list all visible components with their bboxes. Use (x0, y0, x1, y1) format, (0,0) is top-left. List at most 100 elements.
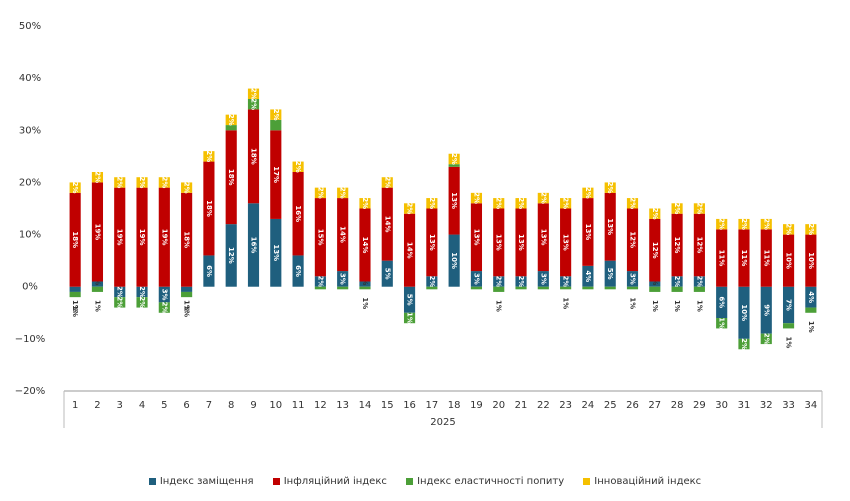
bar-segment (403, 286, 416, 313)
bar-segment (359, 281, 371, 287)
bar-segment (158, 302, 170, 313)
bar-segment (716, 286, 728, 318)
x-tick-label: 34 (804, 400, 817, 411)
bar-segment (314, 187, 326, 199)
x-tick-label: 15 (381, 400, 394, 411)
bar-segment (738, 286, 750, 339)
group-label: 2025 (430, 417, 455, 428)
data-label: 10% (785, 252, 793, 269)
bar-segment (292, 255, 304, 287)
data-label: 4% (584, 270, 592, 282)
data-label: 2% (740, 218, 748, 230)
bar-segment (181, 286, 193, 292)
bar-segment (136, 187, 148, 287)
x-tick-label: 33 (782, 400, 795, 411)
bar-segment (760, 229, 772, 287)
data-label: 2% (138, 296, 146, 308)
data-label: 10% (807, 252, 815, 269)
bar-segment (136, 286, 148, 298)
data-label: 1% (629, 297, 637, 309)
data-label: 2% (316, 187, 324, 199)
data-label: 2% (294, 161, 302, 173)
x-tick-label: 29 (693, 400, 706, 411)
bar-segment (225, 125, 237, 131)
data-label: 1% (71, 305, 79, 317)
bar-segment (181, 192, 193, 287)
data-label: 2% (428, 197, 436, 209)
data-label: 2% (250, 88, 258, 100)
data-label: 2% (740, 338, 748, 350)
bar-segment (337, 187, 349, 199)
legend-swatch (583, 477, 591, 485)
data-label: 19% (160, 229, 168, 246)
bar-segment (582, 198, 594, 266)
bar-segment (69, 182, 81, 193)
data-label: 13% (517, 234, 525, 251)
bar-segment (805, 234, 817, 287)
data-label: 2% (272, 109, 280, 121)
bar-segment (537, 271, 549, 287)
x-tick-label: 2 (94, 400, 100, 411)
x-tick-label: 19 (470, 400, 483, 411)
bar-segment (448, 166, 460, 235)
data-label: 3% (539, 273, 547, 285)
bar-segment (270, 130, 282, 219)
legend-label: Індекс еластичності попиту (417, 476, 565, 487)
bar-segment (403, 213, 416, 287)
data-label: 1% (406, 312, 414, 324)
bar-segment (582, 187, 594, 199)
data-label: 2% (406, 203, 414, 215)
data-label: 2% (428, 276, 436, 288)
data-label: 3% (472, 273, 480, 285)
data-label: 6% (718, 296, 726, 308)
x-tick-label: 23 (559, 400, 572, 411)
data-label: 13% (472, 229, 480, 246)
data-label: 12% (695, 237, 703, 254)
data-label: 14% (361, 237, 369, 254)
data-label: 2% (517, 276, 525, 288)
bar-segment (114, 297, 126, 308)
bar-segment (314, 198, 326, 277)
bar-segment (693, 286, 705, 292)
bar-segment (649, 208, 661, 219)
bar-segment (515, 286, 527, 290)
data-label: 2% (695, 276, 703, 288)
bar-segment (716, 229, 728, 287)
data-label: 2% (762, 333, 770, 345)
data-label: 11% (740, 250, 748, 267)
data-label: 1% (695, 300, 703, 312)
data-label: 4% (807, 291, 815, 303)
data-label: 17% (272, 166, 280, 183)
x-tick-label: 9 (250, 400, 256, 411)
bar-segment (426, 276, 438, 287)
x-tick-label: 25 (604, 400, 617, 411)
data-label: 1% (562, 297, 570, 309)
data-label: 1% (807, 321, 815, 333)
data-label: 2% (807, 223, 815, 235)
x-tick-label: 22 (537, 400, 550, 411)
bar-segment (69, 291, 81, 298)
bar-segment (604, 286, 616, 290)
x-tick-label: 27 (648, 400, 661, 411)
legend: Індекс заміщення Інфляційний індекс Інде… (0, 476, 850, 487)
data-label: 11% (762, 250, 770, 267)
data-label: 14% (339, 226, 347, 243)
data-label: 2% (116, 296, 124, 308)
bars: 1%18%1%2%1%19%1%2%2%19%2%2%2%19%2%2%3%19… (69, 88, 817, 350)
data-label: 2% (316, 276, 324, 288)
bar-segment (693, 203, 705, 214)
data-label: 2% (495, 276, 503, 288)
bar-segment (515, 208, 527, 277)
data-label: 2% (673, 276, 681, 288)
bar-segment (760, 218, 772, 230)
data-label: 12% (651, 242, 659, 259)
bar-segment (225, 114, 237, 126)
data-label: 1% (361, 297, 369, 309)
bar-segment (270, 109, 282, 120)
data-label: 2% (785, 223, 793, 235)
data-label: 3% (160, 289, 168, 301)
data-label: 18% (183, 231, 191, 248)
data-label: 15% (316, 229, 324, 246)
x-tick-label: 13 (336, 400, 349, 411)
bar-segment (91, 281, 104, 287)
